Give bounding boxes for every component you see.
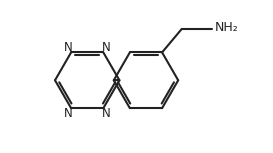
Text: N: N [102,41,111,54]
Text: N: N [64,41,73,54]
Text: N: N [64,107,73,120]
Text: N: N [102,107,111,120]
Text: NH₂: NH₂ [214,21,238,34]
